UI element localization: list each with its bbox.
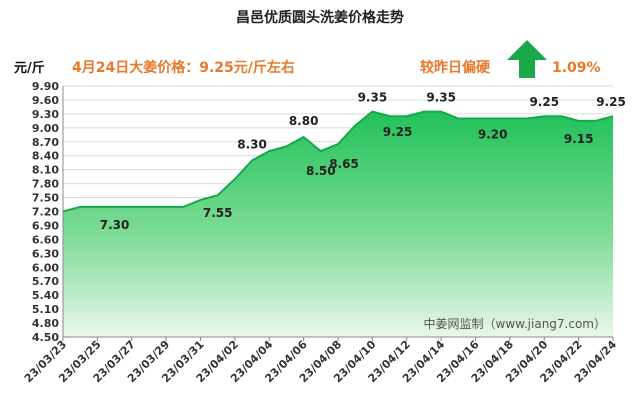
price-line bbox=[62, 110, 614, 213]
y-tick-label: 8.70 bbox=[32, 136, 59, 149]
data-label: 7.30 bbox=[100, 218, 130, 232]
data-label: 8.80 bbox=[289, 114, 319, 128]
data-label: 9.20 bbox=[478, 128, 508, 142]
y-tick-label: 6.90 bbox=[32, 219, 59, 232]
y-axis-unit: 元/斤 bbox=[14, 60, 45, 76]
data-label: 9.25 bbox=[529, 95, 559, 109]
data-label: 7.55 bbox=[203, 206, 233, 220]
y-tick-label: 5.70 bbox=[32, 275, 59, 288]
data-label: 8.30 bbox=[237, 137, 267, 151]
chart-title: 昌邑优质圆头洗姜价格走势 bbox=[236, 9, 404, 26]
up-arrow-icon bbox=[507, 40, 547, 78]
y-tick-label: 4.50 bbox=[32, 331, 59, 344]
y-tick-label: 9.30 bbox=[32, 108, 59, 121]
y-tick-label: 6.30 bbox=[32, 247, 59, 260]
y-tick-label: 9.00 bbox=[32, 122, 59, 135]
price-area bbox=[63, 111, 613, 337]
y-tick-label: 4.80 bbox=[32, 317, 59, 330]
price-announcement: 4月24日大姜价格：9.25元/斤左右 bbox=[72, 59, 295, 76]
data-labels: 7.30 7.55 8.30 8.80 8.508.65 9.35 9.25 9.35 9.20… bbox=[100, 91, 626, 232]
change-label: 较昨日偏硬 bbox=[420, 59, 491, 76]
y-axis-ticks: 4.504.805.105.405.706.006.306.606.907.20… bbox=[32, 80, 59, 344]
y-tick-label: 9.60 bbox=[32, 94, 59, 107]
y-tick-label: 7.80 bbox=[32, 178, 59, 191]
y-tick-label: 7.20 bbox=[32, 206, 59, 219]
data-label: 9.25 bbox=[383, 125, 413, 139]
data-label: 9.35 bbox=[426, 91, 456, 105]
data-label: 8.50 bbox=[306, 164, 336, 178]
y-tick-label: 9.90 bbox=[32, 80, 59, 93]
watermark: 中姜网监制（www.jiang7.com） bbox=[424, 316, 606, 331]
data-label: 8.65 bbox=[329, 157, 359, 171]
y-tick-label: 8.40 bbox=[32, 150, 59, 163]
y-tick-label: 5.40 bbox=[32, 289, 59, 302]
y-tick-label: 6.60 bbox=[32, 233, 59, 246]
data-label: 9.35 bbox=[358, 91, 388, 105]
data-label: 9.25 bbox=[596, 95, 626, 109]
change-value: 1.09% bbox=[552, 60, 601, 76]
y-tick-label: 6.00 bbox=[32, 261, 59, 274]
y-tick-label: 8.10 bbox=[32, 164, 59, 177]
y-tick-label: 7.50 bbox=[32, 192, 59, 205]
y-tick-label: 5.10 bbox=[32, 303, 59, 316]
data-label: 9.15 bbox=[564, 132, 594, 146]
x-axis-ticks: 23/03/2323/03/2523/03/2723/03/2923/03/31… bbox=[22, 337, 619, 385]
